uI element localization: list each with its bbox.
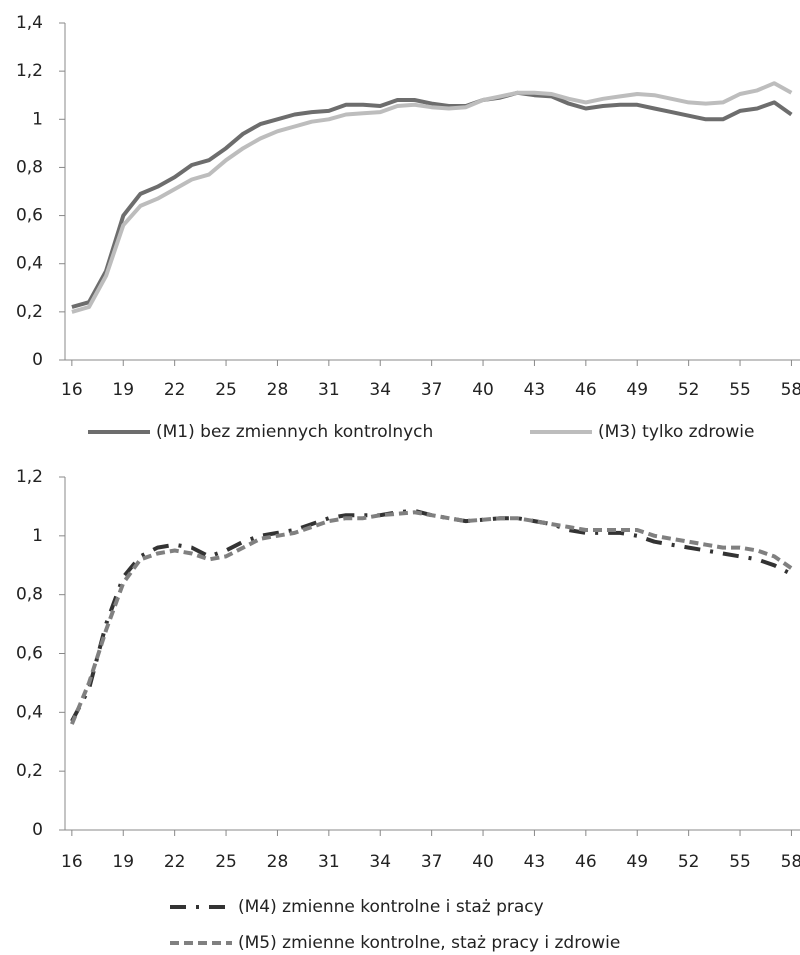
x-tick-label: 31 — [318, 852, 340, 872]
x-tick-label: 58 — [781, 380, 800, 400]
x-tick-label: 28 — [267, 852, 289, 872]
x-tick-label: 55 — [729, 380, 751, 400]
x-tick-label: 37 — [421, 380, 443, 400]
x-tick-label: 49 — [626, 852, 648, 872]
x-tick-label: 19 — [112, 852, 134, 872]
x-tick-label: 40 — [472, 852, 494, 872]
y-tick-label: 0,4 — [16, 702, 43, 722]
y-tick-label: 0,2 — [16, 302, 43, 322]
x-tick-label: 16 — [61, 380, 83, 400]
x-tick-label: 46 — [575, 380, 597, 400]
x-tick-label: 58 — [781, 852, 800, 872]
legend-label: (M4) zmienne kontrolne i staż pracy — [238, 897, 544, 917]
y-tick-label: 0,8 — [16, 157, 43, 177]
y-tick-label: 0,6 — [16, 206, 43, 226]
x-tick-label: 25 — [215, 852, 237, 872]
x-tick-label: 49 — [626, 380, 648, 400]
y-tick-label: 1 — [32, 526, 43, 546]
x-tick-label: 22 — [164, 852, 186, 872]
x-tick-label: 34 — [369, 852, 391, 872]
x-tick-label: 43 — [524, 380, 546, 400]
y-tick-label: 0,2 — [16, 761, 43, 781]
y-tick-label: 0,6 — [16, 644, 43, 664]
y-tick-label: 1 — [32, 109, 43, 129]
x-tick-label: 55 — [729, 852, 751, 872]
y-tick-label: 1,2 — [16, 467, 43, 487]
x-tick-label: 31 — [318, 380, 340, 400]
y-tick-label: 0 — [32, 350, 43, 370]
plot-area — [71, 81, 793, 314]
plot-area — [70, 508, 793, 725]
y-tick-label: 0,4 — [16, 254, 43, 274]
x-tick-label: 19 — [112, 380, 134, 400]
series-line — [70, 510, 793, 725]
legend-label: (M1) bez zmiennych kontrolnych — [156, 422, 433, 442]
series-line — [71, 90, 793, 309]
series-line — [71, 81, 793, 314]
y-tick-label: 0 — [32, 820, 43, 840]
x-tick-label: 25 — [215, 380, 237, 400]
y-tick-label: 1,4 — [16, 13, 43, 33]
x-tick-label: 52 — [678, 380, 700, 400]
x-tick-label: 43 — [524, 852, 546, 872]
x-tick-label: 40 — [472, 380, 494, 400]
series-line — [70, 508, 793, 723]
x-tick-label: 16 — [61, 852, 83, 872]
x-tick-label: 22 — [164, 380, 186, 400]
y-tick-label: 0,8 — [16, 585, 43, 605]
legend-label: (M3) tylko zdrowie — [598, 422, 754, 442]
x-tick-label: 28 — [267, 380, 289, 400]
x-tick-label: 52 — [678, 852, 700, 872]
x-tick-label: 37 — [421, 852, 443, 872]
x-tick-label: 46 — [575, 852, 597, 872]
x-tick-label: 34 — [369, 380, 391, 400]
legend-label: (M5) zmienne kontrolne, staż pracy i zdr… — [238, 933, 620, 953]
y-tick-label: 1,2 — [16, 61, 43, 81]
